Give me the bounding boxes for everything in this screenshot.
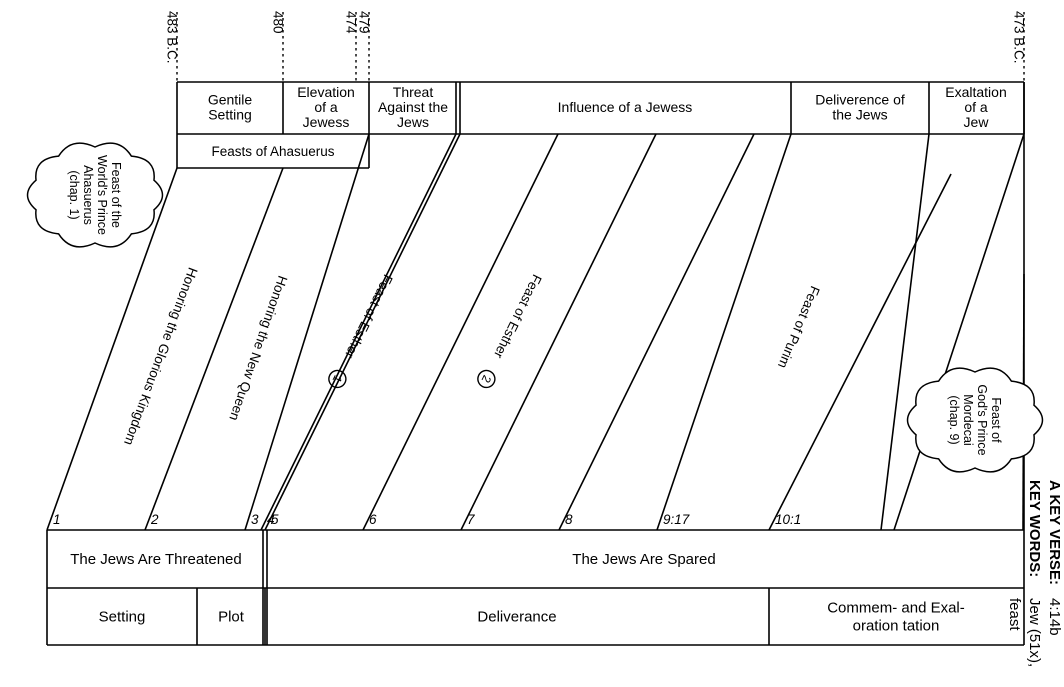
svg-text:Ahasuerus: Ahasuerus (81, 165, 95, 225)
header-cell: Deliverence of (815, 92, 905, 108)
header-cell: Jew (964, 114, 990, 130)
subheader: Feasts of Ahasuerus (211, 144, 334, 159)
chapter-ref: 2 (150, 512, 159, 527)
chapter-ref: 8 (565, 512, 573, 527)
date-label: 474 (343, 11, 358, 34)
date-label: 473 B.C. (1011, 11, 1026, 64)
date-label: 483 B.C. (164, 11, 179, 64)
svg-text:God's Prince: God's Prince (975, 384, 989, 455)
header-cell: Threat (393, 84, 434, 100)
header-cell: Elevation (297, 84, 355, 100)
header-cell: Setting (208, 107, 252, 123)
chapter-ref: 9:17 (663, 512, 690, 527)
date-label: 480 (270, 11, 285, 34)
chapter-ref: 7 (467, 512, 475, 527)
chapter-ref: 5 (271, 512, 279, 527)
chapter-ref: 3 (251, 512, 259, 527)
date-label: 479 (356, 11, 371, 34)
chapter-ref: 10:1 (775, 512, 801, 527)
section-label: Deliverance (477, 609, 556, 626)
cloud-right: Feast ofGod's PrinceMordecai(chap. 9) (908, 368, 1043, 472)
section-label: Commem- and Exal- (827, 600, 965, 617)
header-cell: Jews (397, 114, 429, 130)
header-cell: Exaltation (945, 84, 1006, 100)
svg-text:feast: feast (1006, 598, 1023, 631)
svg-text:KEY WORDS:: KEY WORDS: (1026, 480, 1043, 577)
header-cell: of a (314, 99, 338, 115)
svg-text:Feast of: Feast of (989, 397, 1003, 443)
header-cell: the Jews (832, 107, 887, 123)
header-cell: Gentile (208, 92, 253, 108)
svg-text:A KEY VERSE:: A KEY VERSE: (1046, 480, 1063, 585)
header-cell: Jewess (303, 114, 350, 130)
chapter-ref: 1 (53, 512, 61, 527)
cloud-left: Feast of theWorld's PrinceAhasuerus(chap… (28, 143, 163, 247)
svg-text:(chap. 9): (chap. 9) (947, 395, 961, 444)
section-label: Setting (99, 609, 146, 626)
header-cell: Influence of a Jewess (558, 99, 693, 115)
svg-text:Jew (51x),: Jew (51x), (1026, 598, 1043, 667)
header-cell: Against the (378, 99, 448, 115)
svg-text:Mordecai: Mordecai (961, 394, 975, 445)
header-cell: of a (964, 99, 988, 115)
section-label: oration tation (853, 618, 940, 635)
svg-text:4:14b: 4:14b (1046, 598, 1063, 636)
summary-row: The Jews Are Spared (572, 551, 715, 568)
svg-text:(chap. 1): (chap. 1) (67, 170, 81, 219)
svg-text:Feast of the: Feast of the (109, 162, 123, 228)
section-label: Plot (218, 609, 245, 626)
svg-text:World's Prince: World's Prince (95, 155, 109, 235)
summary-row: The Jews Are Threatened (70, 551, 242, 568)
chapter-ref: 6 (369, 512, 377, 527)
